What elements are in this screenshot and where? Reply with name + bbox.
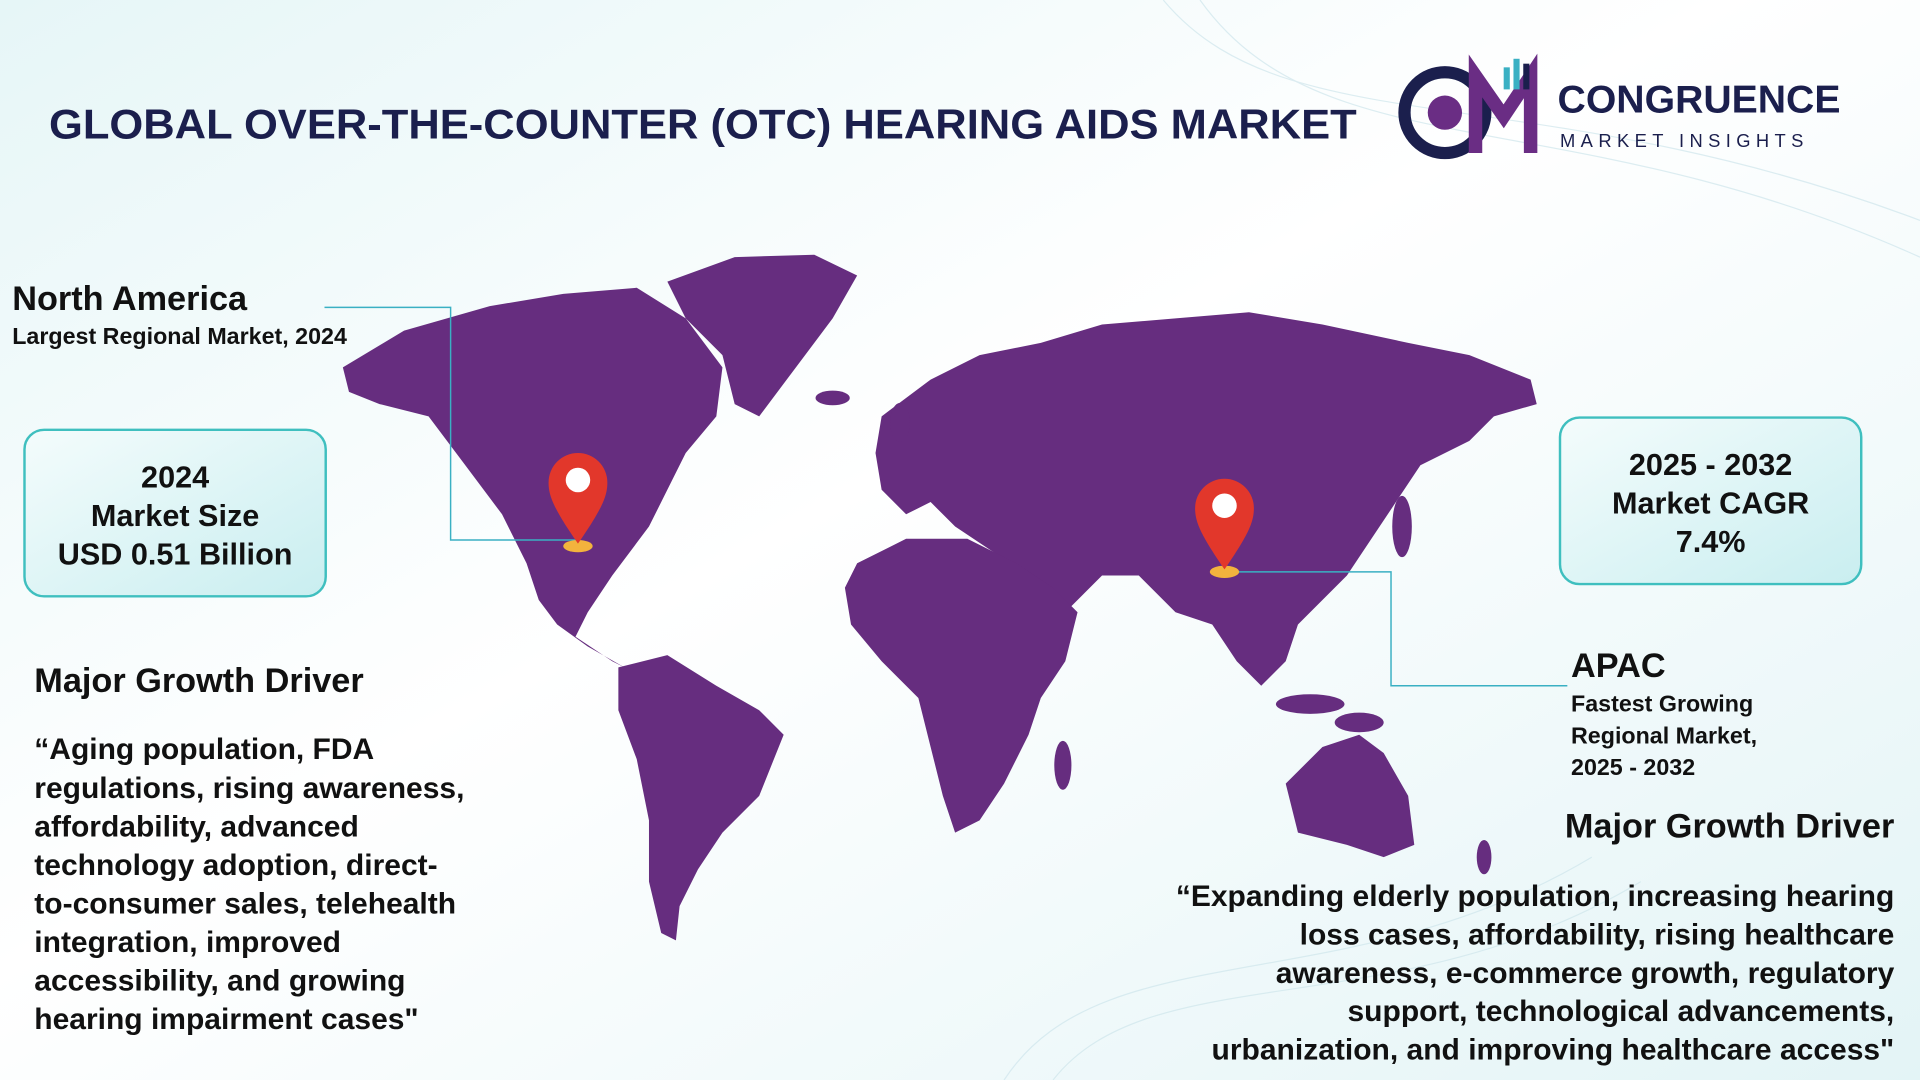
region-subtitle: 2025 - 2032 xyxy=(1571,754,1695,780)
market-size-line: 2024 xyxy=(141,460,209,494)
logo-tagline: MARKET INSIGHTS xyxy=(1560,130,1809,151)
driver-line: integration, improved xyxy=(34,926,341,959)
cagr-box xyxy=(1558,416,1863,586)
pin-north-america xyxy=(548,453,608,553)
region-title: APAC xyxy=(1571,647,1666,685)
driver-line: technology adoption, direct- xyxy=(34,849,437,882)
driver-heading: Major Growth Driver xyxy=(1565,808,1894,846)
driver-line: “Expanding elderly population, increasin… xyxy=(1176,880,1894,913)
driver-line: awareness, e-commerce growth, regulatory xyxy=(1276,957,1895,990)
region-subtitle: Regional Market, xyxy=(1571,722,1757,748)
logo-name: CONGRUENCE xyxy=(1558,79,1841,122)
region-subtitle: Fastest Growing xyxy=(1571,690,1753,716)
driver-heading: Major Growth Driver xyxy=(34,662,363,700)
market-size-box xyxy=(23,428,327,598)
market-size-line: Market Size xyxy=(91,499,259,533)
driver-line: urbanization, and improving healthcare a… xyxy=(1212,1033,1895,1066)
logo: CONGRUENCE MARKET INSIGHTS xyxy=(1398,53,1841,160)
cagr-line: Market CAGR xyxy=(1612,487,1809,521)
cagr-line: 7.4% xyxy=(1676,525,1746,559)
region-title: North America xyxy=(12,280,248,318)
driver-line: to-consumer sales, telehealth xyxy=(34,887,456,920)
market-size-line: USD 0.51 Billion xyxy=(58,537,293,571)
driver-line: accessibility, and growing xyxy=(34,965,405,998)
driver-line: “Aging population, FDA xyxy=(34,733,374,766)
title: GLOBAL OVER-THE-COUNTER (OTC) HEARING AI… xyxy=(49,100,1357,147)
driver-line: support, technological advancements, xyxy=(1347,995,1894,1028)
region-subtitle: Largest Regional Market, 2024 xyxy=(12,323,347,349)
driver-line: hearing impairment cases" xyxy=(34,1003,418,1036)
pin-apac xyxy=(1195,478,1254,578)
driver-line: loss cases, affordability, rising health… xyxy=(1300,918,1895,951)
driver-line: affordability, advanced xyxy=(34,810,359,843)
driver-line: regulations, rising awareness, xyxy=(34,772,464,805)
connectors xyxy=(324,306,1568,687)
cagr-line: 2025 - 2032 xyxy=(1629,448,1792,482)
